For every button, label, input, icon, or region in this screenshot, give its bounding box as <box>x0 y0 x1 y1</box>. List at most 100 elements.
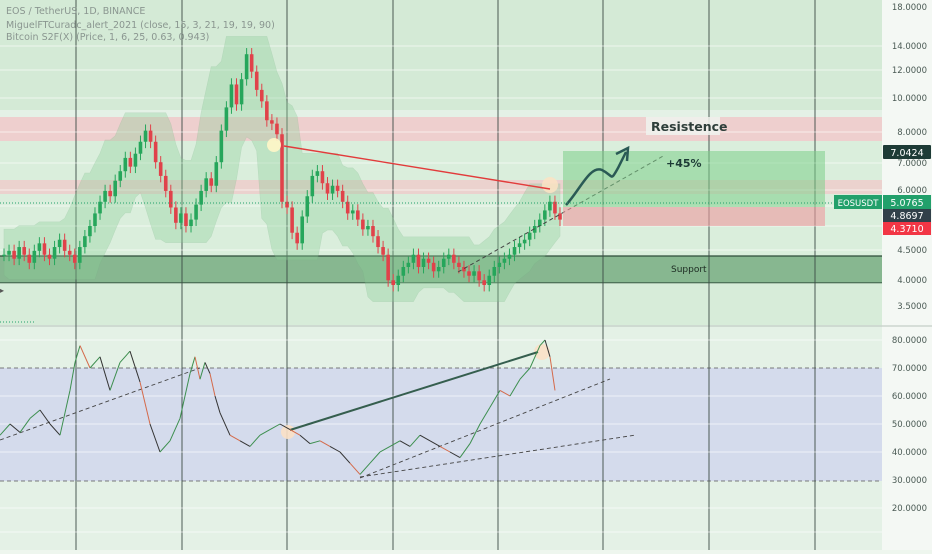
candle-body-5 <box>27 254 32 263</box>
candle-body-70 <box>356 210 360 220</box>
candle-body-71 <box>361 219 365 230</box>
candle-body-44 <box>224 107 229 131</box>
current-value-text: 5.0765 <box>890 198 923 209</box>
candle-body-54 <box>275 123 279 135</box>
candle-body-30 <box>153 141 158 163</box>
candle-body-51 <box>259 89 264 102</box>
osc-segment-36 <box>319 440 331 447</box>
price-axis-background <box>882 0 932 550</box>
candle-body-108 <box>548 201 552 211</box>
candle-body-68 <box>345 201 350 214</box>
osc-tick-3: 50.0000 <box>892 420 927 430</box>
candle-body-33 <box>169 190 173 208</box>
support-zone <box>0 256 882 283</box>
osc-segment-32 <box>279 423 291 431</box>
candle-body-24 <box>123 157 128 172</box>
current-symbol-bg <box>834 195 882 209</box>
candle-body-19 <box>98 201 102 214</box>
candle-body-8 <box>42 243 47 255</box>
candle-body-62 <box>315 171 320 176</box>
badge-entry: 4.8697 <box>883 209 931 222</box>
osc-segment-43 <box>389 440 401 447</box>
candle-body-93 <box>472 271 476 276</box>
osc-tick-1: 70.0000 <box>892 364 927 374</box>
osc-segment-60 <box>549 356 556 391</box>
osc-segment-37 <box>329 445 341 453</box>
projection-arrow <box>565 151 628 206</box>
osc-segment-17 <box>159 440 171 453</box>
candle-body-10 <box>52 247 57 259</box>
candle-body-47 <box>239 79 244 105</box>
long-position-profit <box>563 151 825 207</box>
osc-tick-5: 30.0000 <box>892 476 927 486</box>
candle-body-22 <box>113 180 117 197</box>
osc-segment-8 <box>74 345 81 363</box>
candle-body-31 <box>158 162 163 176</box>
osc-segment-50 <box>459 443 471 458</box>
candle-body-46 <box>234 84 239 105</box>
candle-body-32 <box>163 175 168 191</box>
candle-body-7 <box>37 243 42 251</box>
osc-segment-44 <box>399 440 411 447</box>
upper-green-band <box>0 0 882 110</box>
osc-segment-21 <box>194 356 201 380</box>
osc-segment-13 <box>119 350 131 363</box>
badge-target-text: 7.0424 <box>890 148 923 159</box>
candle-body-106 <box>537 219 542 227</box>
candle-body-72 <box>366 226 370 230</box>
candle-body-100 <box>507 254 512 259</box>
bearish-divergence-line <box>283 145 551 190</box>
osc-segment-48 <box>439 445 451 453</box>
osc-divergence-marker-1 <box>281 425 295 439</box>
candle-body-91 <box>462 266 466 272</box>
osc-tick-0: 80.0000 <box>892 336 927 346</box>
indicator-2-legend: Bitcoin S2F(X) (Price, 1, 6, 25, 0.63, 0… <box>6 32 210 43</box>
osc-segment-24 <box>209 373 216 397</box>
osc-band <box>0 368 882 481</box>
price-tick-1: 14.0000 <box>892 42 927 52</box>
candle-body-67 <box>340 190 345 202</box>
candle-body-45 <box>229 84 234 108</box>
badge-entry-text: 4.8697 <box>890 211 923 222</box>
candle-body-60 <box>305 196 310 217</box>
candle-body-26 <box>133 153 138 167</box>
candle-body-82 <box>416 254 421 267</box>
osc-segment-46 <box>419 434 431 442</box>
target-percent-label: +45% <box>666 157 702 170</box>
candle-body-11 <box>57 239 62 248</box>
price-tick-10: 4.0000 <box>897 276 927 286</box>
candle-body-90 <box>457 262 461 267</box>
grid <box>0 0 882 550</box>
candle-body-77 <box>391 280 395 285</box>
candle-body-107 <box>543 210 547 220</box>
osc-segment-38 <box>339 451 351 464</box>
osc-segment-56 <box>519 367 531 380</box>
osc-segment-57 <box>529 345 541 369</box>
osc-segment-15 <box>139 381 151 425</box>
candle-body-95 <box>482 280 486 285</box>
candle-body-43 <box>219 130 224 163</box>
left-arrow-marker: ▸ <box>0 286 4 295</box>
candle-body-59 <box>300 216 305 244</box>
candle-body-23 <box>118 171 123 181</box>
candle-body-86 <box>436 266 441 272</box>
osc-tick-6: 20.0000 <box>892 504 927 514</box>
candle-body-39 <box>199 190 203 205</box>
osc-segment-41 <box>369 451 381 464</box>
candle-body-58 <box>295 232 299 244</box>
candle-body-6 <box>32 250 37 263</box>
osc-divergence-line <box>289 351 539 431</box>
candle-body-105 <box>532 226 537 233</box>
candle-body-18 <box>93 213 97 227</box>
candle-body-97 <box>492 266 497 276</box>
candles <box>2 48 562 292</box>
candle-body-75 <box>381 247 385 255</box>
osc-segment-54 <box>499 389 511 397</box>
candle-body-84 <box>426 258 431 263</box>
osc-segment-25 <box>214 395 221 413</box>
osc-segment-14 <box>129 351 141 383</box>
candle-body-9 <box>47 254 52 259</box>
long-position-loss <box>563 207 825 226</box>
osc-segment-10 <box>89 356 101 369</box>
